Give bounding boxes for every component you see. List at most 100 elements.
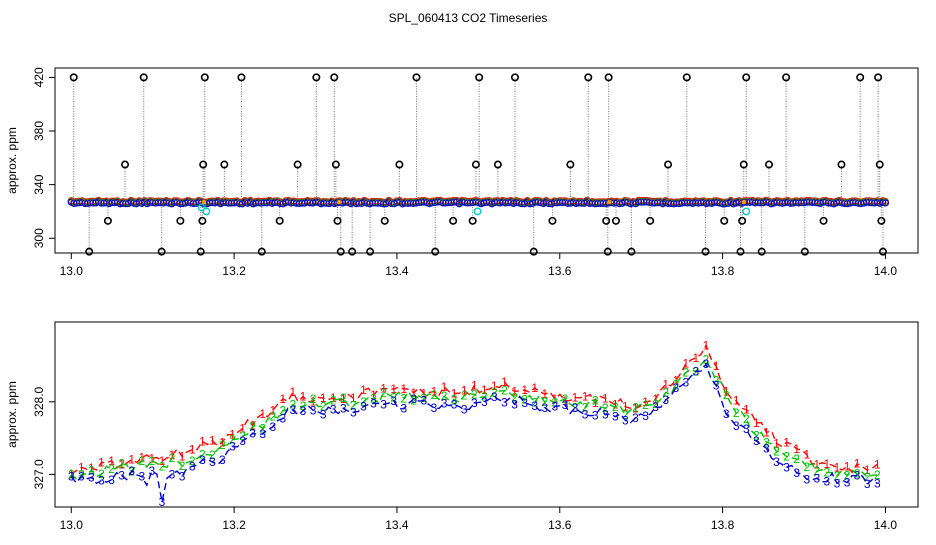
series-3-marker: 3 [713, 378, 720, 392]
x-tick-label: 13.8 [711, 518, 735, 532]
series-2-marker: 2 [723, 388, 730, 402]
series-1-marker: 1 [773, 436, 780, 450]
series-3-marker: 3 [622, 413, 629, 427]
series-3-marker: 3 [793, 466, 800, 480]
series-2-marker: 2 [874, 468, 881, 482]
series-1-marker: 1 [481, 383, 488, 397]
x-tick-label: 13.4 [385, 518, 409, 532]
series-1-marker: 1 [803, 448, 810, 462]
spike-point [874, 73, 883, 82]
y-tick-label: 340 [32, 174, 46, 194]
series-2-marker: 2 [642, 398, 649, 412]
series-1-marker: 1 [834, 461, 841, 475]
series-1-marker: 1 [793, 442, 800, 456]
x-tick-label: 13.0 [60, 264, 84, 278]
series-3-marker: 3 [521, 396, 528, 410]
series-1-marker: 1 [149, 451, 156, 465]
series-1-marker: 1 [78, 460, 85, 474]
series-1-marker: 1 [370, 388, 377, 402]
series-1-marker: 1 [723, 384, 730, 398]
series-1-marker: 1 [763, 425, 770, 439]
spike-point [566, 160, 575, 169]
series-3-marker: 3 [531, 399, 538, 413]
x-tick-label: 13.0 [60, 518, 84, 532]
series-2-marker: 2 [783, 450, 790, 464]
series-3-marker: 3 [68, 470, 75, 484]
series-1-marker: 1 [68, 467, 75, 481]
spike-point [875, 160, 884, 169]
series-2-marker: 2 [662, 386, 669, 400]
series-1-marker: 1 [159, 454, 166, 468]
series-2-marker: 2 [824, 465, 831, 479]
spike-point [333, 216, 342, 225]
series-3-marker: 3 [290, 403, 297, 417]
y-tick-label: 327.0 [32, 459, 46, 489]
series-2-marker: 2 [481, 390, 488, 404]
spike-point [336, 247, 345, 256]
y-tick-label: 380 [32, 121, 46, 141]
series-2-marker: 2 [572, 400, 579, 414]
series-2-marker: 2 [592, 394, 599, 408]
spike-point [330, 73, 339, 82]
series-3-marker: 3 [98, 474, 105, 488]
series-1-marker: 1 [743, 403, 750, 417]
y-tick-label: 300 [32, 228, 46, 248]
spike-point [877, 216, 886, 225]
series-2-marker: 2 [310, 392, 317, 406]
series-1-marker: 1 [239, 422, 246, 436]
series-3-marker: 3 [310, 403, 317, 417]
series-2-marker: 2 [320, 399, 327, 413]
x-tick-label: 13.4 [385, 264, 409, 278]
plot-frame [54, 321, 919, 508]
spike-point [475, 73, 484, 82]
spike-point [275, 216, 284, 225]
series-1-marker: 1 [531, 381, 538, 395]
series-3-marker: 3 [753, 434, 760, 448]
series-2-marker: 2 [290, 398, 297, 412]
series-2-marker: 2 [330, 393, 337, 407]
series-2-marker: 2 [602, 401, 609, 415]
series-1-marker: 1 [410, 386, 417, 400]
series-1-marker: 1 [300, 390, 307, 404]
spike-point [331, 160, 340, 169]
series-1-marker: 1 [380, 382, 387, 396]
series-1-marker: 1 [844, 460, 851, 474]
series-2-marker: 2 [88, 463, 95, 477]
series-3-marker: 3 [390, 394, 397, 408]
series-2-marker: 2 [108, 462, 115, 476]
series-1-marker: 1 [390, 382, 397, 396]
spike-point [627, 247, 636, 256]
spike-point [237, 73, 246, 82]
spike-point [611, 216, 620, 225]
series-2-marker: 2 [68, 467, 75, 481]
series-2-marker: 2 [350, 398, 357, 412]
spike-point [431, 247, 440, 256]
series-3-marker: 3 [612, 410, 619, 424]
series-3-marker: 3 [441, 396, 448, 410]
spike-point [765, 160, 774, 169]
series-2-marker: 2 [421, 391, 428, 405]
series-2-marker: 2 [300, 399, 307, 413]
spike-point [584, 73, 593, 82]
series-1-marker: 1 [602, 391, 609, 405]
series-1-marker: 1 [330, 391, 337, 405]
series-2-line [70, 358, 878, 480]
series-2-marker: 2 [179, 459, 186, 473]
series-3-marker: 3 [400, 402, 407, 416]
series-2-marker: 2 [612, 400, 619, 414]
x-tick-label: 14.0 [874, 518, 898, 532]
series-2-marker: 2 [552, 396, 559, 410]
series-2-marker: 2 [763, 435, 770, 449]
series-3-marker: 3 [431, 401, 438, 415]
cyan-point [742, 207, 751, 216]
series-2-marker: 2 [461, 389, 468, 403]
series-1-marker: 1 [622, 400, 629, 414]
spike-point [380, 216, 389, 225]
series-1-marker: 1 [350, 391, 357, 405]
x-tick-label: 13.8 [711, 264, 735, 278]
spike-point [603, 247, 612, 256]
series-2-marker: 2 [219, 438, 226, 452]
series-3-marker: 3 [149, 464, 156, 478]
x-tick-label: 13.2 [222, 518, 246, 532]
series-1-marker: 1 [229, 428, 236, 442]
